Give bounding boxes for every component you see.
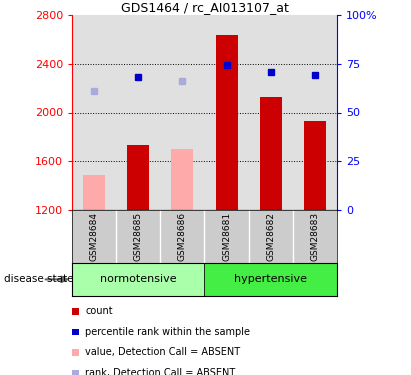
Bar [127,146,149,210]
Text: percentile rank within the sample: percentile rank within the sample [85,327,250,337]
Bar [260,97,282,210]
Title: GDS1464 / rc_AI013107_at: GDS1464 / rc_AI013107_at [120,1,289,14]
Text: GSM28682: GSM28682 [266,211,275,261]
Bar [72,262,205,296]
Text: value, Detection Call = ABSENT: value, Detection Call = ABSENT [85,348,240,357]
Bar [215,34,238,210]
Text: count: count [85,306,113,316]
Text: GSM28683: GSM28683 [310,211,319,261]
Text: GSM28684: GSM28684 [90,211,99,261]
Text: hypertensive: hypertensive [234,274,307,284]
Text: rank, Detection Call = ABSENT: rank, Detection Call = ABSENT [85,368,236,375]
Bar [83,175,105,210]
Text: GSM28686: GSM28686 [178,211,187,261]
Text: disease state: disease state [4,274,74,284]
Bar [304,121,326,210]
Text: normotensive: normotensive [100,274,176,284]
Text: GSM28685: GSM28685 [134,211,143,261]
Bar [205,262,337,296]
Text: GSM28681: GSM28681 [222,211,231,261]
Bar [171,149,194,210]
